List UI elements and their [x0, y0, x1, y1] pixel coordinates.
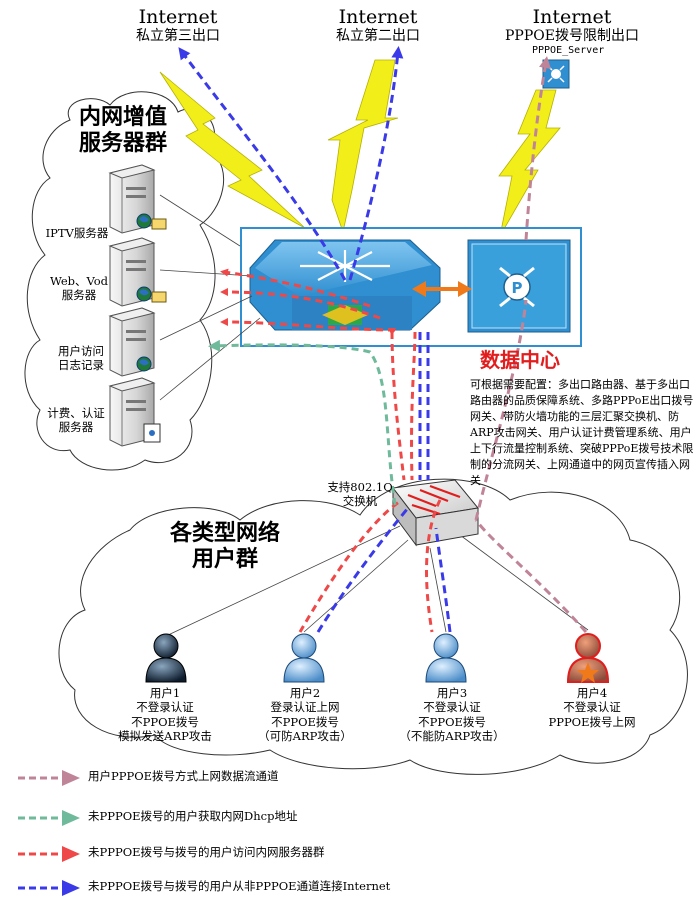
user-2-label-line4: （可防ARP攻击）	[258, 729, 352, 744]
internet-flows	[178, 46, 452, 633]
server-group-title-line2: 服务器群	[78, 130, 167, 156]
user-3-label: 用户3 不登录认证 不PPOE拨号 （不能防ARP攻击）	[382, 686, 522, 744]
user-1-label-line4: 模拟发送ARP攻击	[118, 729, 212, 744]
user-3-label-line3: 不PPOE拨号	[418, 714, 486, 729]
pppoe-gateway-router: P	[467, 239, 571, 333]
web-vod-server	[108, 237, 167, 307]
legend-swatches	[18, 770, 80, 896]
data-center-title: 数据中心	[480, 348, 560, 372]
user-1-label-line2: 不登录认证	[136, 700, 194, 715]
billing-auth-server	[108, 377, 161, 447]
server-label-iptv-line1: IPTV服务器	[45, 226, 109, 240]
exit-third-title: Internet	[138, 6, 218, 28]
access-log-server	[108, 307, 156, 377]
user-1-label: 用户1 不登录认证 不PPOE拨号 模拟发送ARP攻击	[100, 686, 230, 744]
user-2-label-line2: 登录认证上网	[270, 700, 340, 715]
user-1-icon	[145, 633, 187, 683]
server-label-billing-line2: 服务器	[58, 420, 94, 435]
server-group-title-line1: 内网增值	[78, 104, 167, 130]
server-group-title: 内网增值 服务器群	[68, 106, 178, 154]
server-label-web-vod: Web、Vod 服务器	[44, 274, 114, 303]
user-2-icon	[283, 633, 325, 683]
access-switch-label: 支持802.1Q 交换机	[320, 480, 400, 509]
user-3-label-line1: 用户3	[436, 686, 468, 700]
access-switch-label-line2: 交换机	[342, 494, 378, 509]
server-label-billing: 计费、认证 服务器	[36, 406, 116, 435]
server-label-access-log-line1: 用户访问	[58, 344, 104, 358]
user-group-cloud	[58, 478, 688, 775]
user-2-label: 用户2 登录认证上网 不PPOE拨号 （可防ARP攻击）	[240, 686, 370, 744]
server-label-access-log: 用户访问 日志记录	[46, 344, 116, 373]
user-3-label-line2: 不登录认证	[423, 700, 481, 715]
user-2-label-line3: 不PPOE拨号	[271, 714, 339, 729]
user-4-icon	[566, 633, 610, 683]
svg-text:P: P	[512, 279, 523, 297]
exit-third: Internet 私立第三出口	[118, 6, 238, 44]
legend-pppoe-flow: 用户PPPOE拨号方式上网数据流通道	[88, 769, 279, 783]
access-switch-label-line1: 支持802.1Q	[327, 480, 393, 494]
user-links	[165, 525, 589, 637]
switch-router-link	[412, 281, 472, 297]
pppoe-server-icon	[542, 59, 570, 89]
user-1-label-line1: 用户1	[149, 686, 181, 700]
core-switch	[249, 239, 441, 331]
exit-pppoe: Internet PPPOE拨号限制出口	[482, 6, 662, 44]
user-3-label-line4: （不能防ARP攻击）	[399, 729, 505, 744]
legend-dhcp-flow: 未PPPOE拨号的用户获取内网Dhcp地址	[88, 809, 298, 823]
server-access-flows	[220, 268, 442, 633]
user-2-label-line1: 用户2	[289, 686, 321, 700]
pppoe-server-label: PPPOE_Server	[532, 45, 605, 56]
data-center-description: 可根据需要配置：多出口路由器、基于多出口路由器的品质保障系统、多路PPPoE出口…	[470, 378, 694, 487]
exit-pppoe-title: Internet	[532, 6, 612, 28]
server-label-web-vod-line1: Web、Vod	[49, 274, 109, 288]
user-4-label-line2: 不登录认证	[563, 700, 621, 715]
legend-internet-flow: 未PPPOE拨号与拨号的用户从非PPPOE通道连接Internet	[88, 879, 391, 893]
server-label-access-log-line2: 日志记录	[58, 358, 104, 373]
server-label-billing-line1: 计费、认证	[47, 406, 105, 420]
user-4-label: 用户4 不登录认证 PPPOE拨号上网	[532, 686, 652, 729]
exit-second-title: Internet	[338, 6, 418, 28]
server-label-iptv: IPTV服务器	[42, 226, 112, 240]
user-group-title-line1: 各类型网络	[169, 520, 280, 546]
access-switch-8021q	[392, 479, 479, 547]
user-1-label-line3: 不PPOE拨号	[131, 714, 199, 729]
user-group-title: 各类型网络 用户群	[150, 522, 300, 570]
user-group-title-line2: 用户群	[191, 546, 258, 572]
lightning-bolt-pppoe-exit	[498, 89, 561, 237]
iptv-server	[108, 164, 167, 234]
exit-third-subtitle: 私立第三出口	[136, 28, 220, 44]
legend-server-flow: 未PPPOE拨号与拨号的用户访问内网服务器群	[88, 845, 325, 859]
exit-second: Internet 私立第二出口	[318, 6, 438, 44]
lightning-bolt-second-exit	[327, 59, 399, 234]
server-label-web-vod-line2: 服务器	[61, 288, 97, 303]
pppoe-flow	[474, 56, 588, 633]
user-4-label-line3: PPPOE拨号上网	[548, 714, 636, 729]
exit-second-subtitle: 私立第二出口	[336, 28, 420, 44]
user-3-icon	[425, 633, 467, 683]
exit-pppoe-subtitle: PPPOE拨号限制出口	[505, 28, 639, 44]
dhcp-flows	[208, 339, 397, 506]
user-4-label-line1: 用户4	[576, 686, 608, 700]
